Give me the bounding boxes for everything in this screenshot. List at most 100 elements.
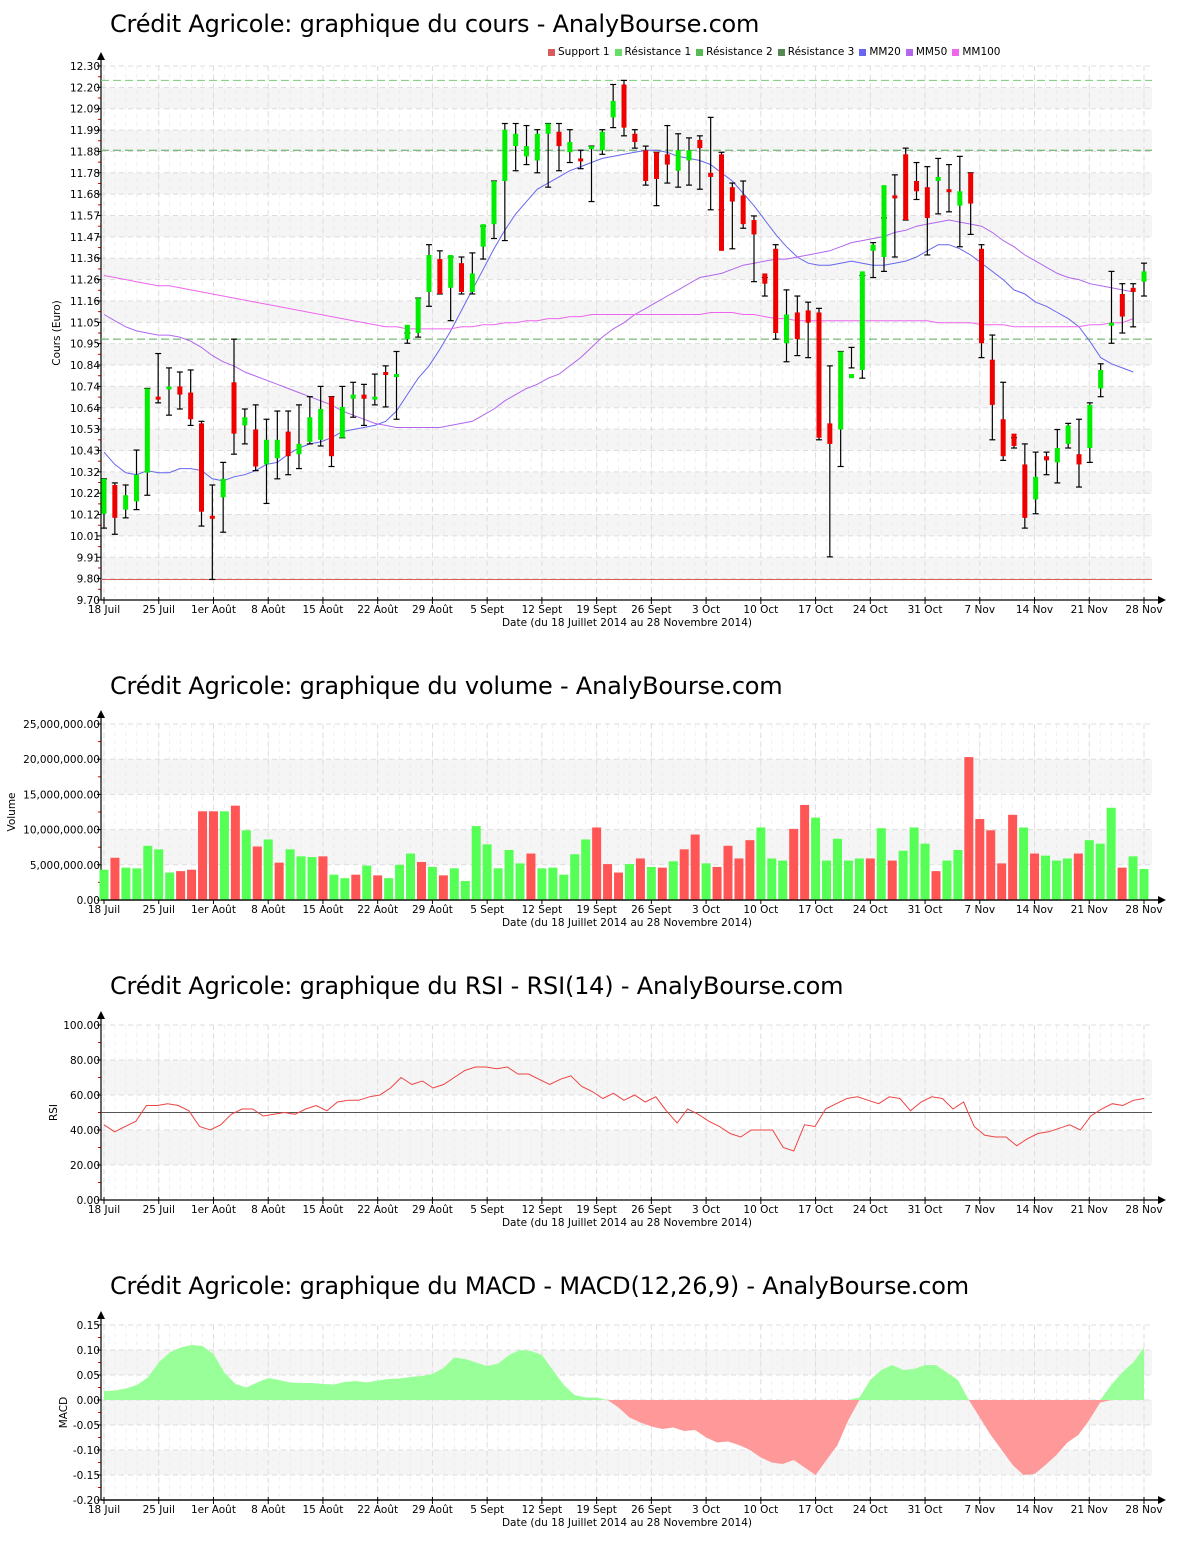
svg-text:8 Août: 8 Août (251, 904, 285, 916)
legend-item-mm20: MM20 (859, 46, 901, 58)
volume-bar (734, 858, 744, 900)
svg-text:0.00: 0.00 (77, 1395, 100, 1407)
svg-text:11.78: 11.78 (70, 168, 100, 180)
volume-bar (570, 854, 580, 900)
svg-text:15 Août: 15 Août (302, 604, 343, 616)
volume-bar (679, 849, 689, 900)
svg-text:8 Août: 8 Août (251, 604, 285, 616)
candle (1011, 433, 1017, 449)
svg-text:24 Oct: 24 Oct (853, 1204, 888, 1216)
svg-text:9.80: 9.80 (77, 574, 100, 586)
volume-bar (427, 866, 437, 900)
volume-bar (384, 878, 394, 900)
svg-text:29 Août: 29 Août (412, 1204, 453, 1216)
volume-chart-title: Crédit Agricole: graphique du volume - A… (110, 672, 783, 700)
svg-text:19 Sept: 19 Sept (576, 1504, 617, 1516)
svg-text:24 Oct: 24 Oct (853, 604, 888, 616)
volume-bar (723, 845, 733, 900)
candle (501, 122, 508, 242)
volume-bar (789, 828, 799, 900)
svg-text:15 Août: 15 Août (302, 904, 343, 916)
candle (891, 174, 898, 258)
candle (458, 256, 465, 295)
svg-text:15 Août: 15 Août (302, 1204, 343, 1216)
volume-bar (1030, 853, 1040, 900)
candle (707, 116, 714, 211)
candle (241, 408, 248, 445)
volume-bar (898, 850, 908, 900)
volume-bar (493, 868, 503, 900)
volume-bar (1008, 814, 1018, 900)
volume-bar (767, 858, 777, 900)
volume-bar (1139, 869, 1149, 900)
volume-bar (340, 878, 350, 900)
candle (263, 418, 270, 505)
candle (166, 367, 172, 416)
svg-text:12.20: 12.20 (70, 82, 100, 94)
candle (740, 180, 747, 229)
candle (404, 324, 411, 344)
svg-text:-0.05: -0.05 (73, 1420, 100, 1432)
volume-bar (1128, 856, 1138, 900)
candle (382, 365, 389, 408)
candle (187, 369, 194, 427)
candle (653, 151, 660, 207)
svg-text:25 Juil: 25 Juil (143, 1204, 175, 1216)
svg-text:1er Août: 1er Août (191, 1504, 236, 1516)
volume-bar (1095, 843, 1105, 900)
svg-text:9.70: 9.70 (77, 595, 100, 607)
svg-text:15 Août: 15 Août (302, 1504, 343, 1516)
candle (1054, 428, 1061, 484)
volume-bar (581, 839, 591, 900)
candle (577, 149, 584, 170)
candle (176, 371, 183, 410)
svg-text:10 Oct: 10 Oct (743, 604, 778, 616)
svg-text:22 Août: 22 Août (357, 1204, 398, 1216)
candle (1141, 262, 1147, 297)
candle (772, 244, 779, 340)
svg-text:10.84: 10.84 (70, 360, 100, 372)
legend-swatch-icon (777, 48, 785, 56)
svg-text:26 Sept: 26 Sept (631, 1504, 672, 1516)
candle (155, 352, 162, 404)
svg-text:8 Août: 8 Août (251, 1504, 285, 1516)
legend-swatch-icon (859, 48, 867, 56)
volume-bar (909, 827, 919, 900)
svg-text:12 Sept: 12 Sept (522, 1504, 563, 1516)
candle (101, 478, 107, 529)
legend-swatch-icon (548, 48, 555, 56)
candle (491, 180, 497, 240)
volume-bar (603, 864, 613, 900)
svg-text:24 Oct: 24 Oct (853, 1504, 888, 1516)
volume-bar (887, 860, 897, 900)
volume-bar (176, 871, 186, 900)
candle (371, 373, 378, 406)
svg-text:29 Août: 29 Août (412, 904, 453, 916)
legend-label: MM50 (915, 46, 948, 58)
svg-text:22 Août: 22 Août (357, 604, 398, 616)
volume-bar (438, 875, 448, 900)
candle (556, 122, 562, 172)
volume-bar (154, 849, 164, 900)
candle (1076, 418, 1082, 488)
svg-text:11.36: 11.36 (70, 253, 100, 265)
svg-text:14 Nov: 14 Nov (1016, 904, 1053, 916)
candle (1130, 283, 1137, 328)
volume-bar (241, 830, 251, 900)
svg-text:7 Nov: 7 Nov (965, 904, 996, 916)
legend-item-r-sistance-2: Résistance 2 (696, 46, 773, 58)
candle (469, 252, 476, 295)
svg-text:10,000,000.00: 10,000,000.00 (23, 825, 100, 837)
svg-text:10.01: 10.01 (70, 531, 100, 543)
svg-text:19 Sept: 19 Sept (576, 904, 617, 916)
svg-text:28 Nov: 28 Nov (1125, 904, 1162, 916)
candle (1032, 451, 1039, 515)
volume-bar (953, 850, 963, 900)
svg-text:Date (du 18 Juillet 2014 au 28: Date (du 18 Juillet 2014 au 28 Novembre … (502, 917, 752, 929)
volume-bar (1106, 807, 1116, 900)
svg-text:20.00: 20.00 (70, 1160, 100, 1172)
volume-bar (285, 849, 295, 900)
candle (111, 482, 118, 535)
legend-item-mm50: MM50 (905, 46, 948, 58)
